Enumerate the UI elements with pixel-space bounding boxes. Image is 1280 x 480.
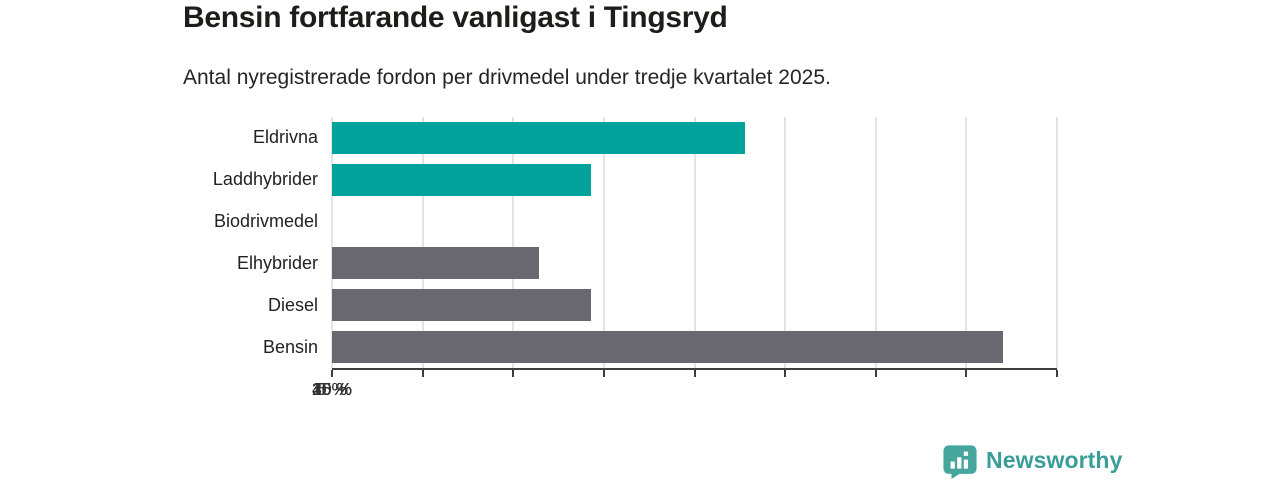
category-label: Biodrivmedel bbox=[213, 211, 318, 232]
category-label: Eldrivna bbox=[252, 127, 318, 148]
x-axis-tick bbox=[874, 370, 877, 377]
gridline bbox=[874, 117, 877, 368]
x-axis-tick bbox=[1056, 370, 1058, 377]
newsworthy-logo-text: Newsworthy bbox=[986, 446, 1123, 473]
gridline bbox=[602, 117, 605, 368]
value-bar bbox=[332, 121, 746, 154]
gridline bbox=[1056, 117, 1058, 368]
bar-row: Diesel bbox=[268, 284, 1057, 326]
x-axis-tick bbox=[965, 370, 968, 377]
bar-row: Eldrivna bbox=[253, 117, 1057, 159]
x-axis-tick-label: 30 % bbox=[312, 379, 352, 399]
bar-row: Bensin bbox=[263, 326, 1057, 368]
x-axis: 0 % 5 % 10 % 15 % 20 % 25 % 30 % 35 % 40 % bbox=[312, 368, 1058, 408]
value-bar bbox=[332, 289, 592, 322]
gridline bbox=[512, 117, 515, 368]
category-label: Laddhybrider bbox=[212, 169, 318, 190]
x-axis-tick-label: 15 % bbox=[312, 379, 352, 399]
bar-row: Biodrivmedel bbox=[214, 201, 1057, 243]
x-axis-tick bbox=[602, 370, 605, 377]
x-axis-tick bbox=[693, 370, 696, 377]
x-axis-tick-label: 5 % bbox=[316, 379, 348, 399]
bar-chart-pin-icon bbox=[943, 445, 977, 480]
value-bar bbox=[332, 331, 1003, 364]
plot-area: Eldrivna Laddhybrider Biodrivmedel Elhybrid… bbox=[213, 117, 1058, 368]
value-bar bbox=[332, 163, 592, 196]
gridline bbox=[331, 117, 333, 368]
gridline bbox=[693, 117, 696, 368]
x-axis-tick bbox=[784, 370, 787, 377]
newsworthy-logo: Newsworthy bbox=[942, 444, 1122, 480]
category-label: Bensin bbox=[262, 336, 318, 357]
x-axis-tick-label: 25 % bbox=[312, 379, 352, 399]
x-axis-tick-label: 0 % bbox=[316, 379, 348, 399]
value-bar bbox=[332, 247, 539, 280]
gridline bbox=[965, 117, 968, 368]
bar-row: Laddhybrider bbox=[213, 159, 1057, 201]
chart-subtitle: Antal nyregistrerade fordon per drivmede… bbox=[183, 66, 831, 89]
x-axis-tick bbox=[421, 370, 424, 377]
chart-title: Bensin fortfarande vanligast i Tingsryd bbox=[183, 1, 728, 34]
gridline bbox=[784, 117, 787, 368]
x-axis-tick-label: 20 % bbox=[312, 379, 352, 399]
x-axis-tick-label: 10 % bbox=[312, 379, 352, 399]
gridline bbox=[421, 117, 424, 368]
x-axis-tick bbox=[331, 370, 333, 377]
category-label: Elhybrider bbox=[236, 252, 318, 273]
bar-row: Elhybrider bbox=[237, 243, 1057, 285]
x-axis-tick-label: 35 % bbox=[312, 379, 352, 399]
category-label: Diesel bbox=[267, 294, 318, 315]
x-axis-tick bbox=[512, 370, 515, 377]
x-axis-tick-label: 40 % bbox=[312, 379, 352, 399]
